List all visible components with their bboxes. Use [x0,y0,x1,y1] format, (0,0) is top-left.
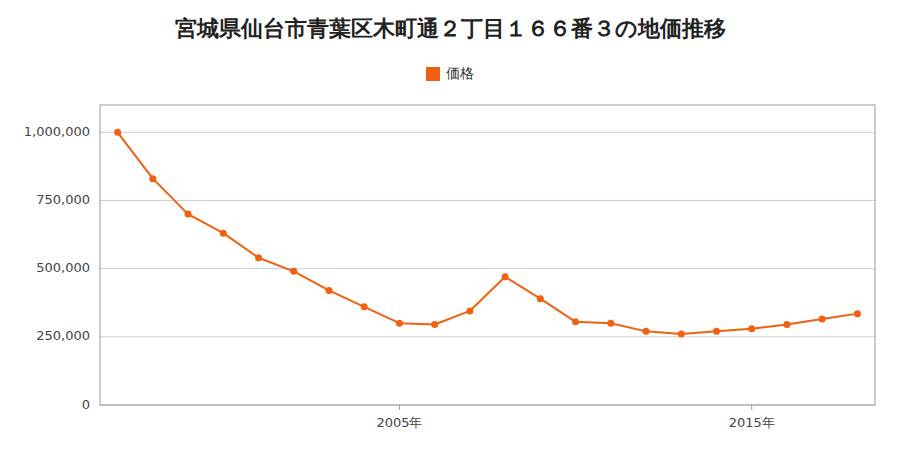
marker [713,328,720,335]
marker [502,273,509,280]
y-tick-label: 500,000 [36,260,90,275]
marker [114,129,121,136]
marker [748,325,755,332]
grid-line [100,336,875,337]
x-tick-label: 2015年 [729,415,775,430]
chart: 宮城県仙台市青葉区木町通２丁目１６６番３の地価推移 0 250,000 500,000… [0,0,900,450]
grid-line [100,132,875,133]
y-tick-label: 750,000 [36,192,90,207]
marker [466,307,473,314]
marker [854,310,861,317]
data [114,129,861,338]
marker [607,320,614,327]
marker [537,295,544,302]
y-tick-label: 1,000,000 [24,124,90,139]
marker [325,287,332,294]
y-tick-label: 0 [82,397,90,412]
marker [643,328,650,335]
line [118,132,858,334]
grid-line [100,200,875,201]
marker [290,268,297,275]
x-tick-label: 2005年 [376,415,422,430]
marker [361,303,368,310]
marker [783,321,790,328]
legend-label: 価格 [446,65,474,81]
legend: 価格 [426,65,474,81]
marker [255,254,262,261]
grid [100,132,875,405]
grid-line [100,268,875,269]
marker [185,211,192,218]
marker [572,318,579,325]
marker [149,175,156,182]
x-tick [399,405,400,410]
marker [819,316,826,323]
marker [678,331,685,338]
x-tick [751,405,752,410]
marker [220,230,227,237]
marker [431,321,438,328]
y-tick-label: 250,000 [36,328,90,343]
legend-swatch [426,67,440,81]
title: 宮城県仙台市青葉区木町通２丁目１６６番３の地価推移 [175,16,726,41]
marker [396,320,403,327]
plot-frame [100,105,875,405]
